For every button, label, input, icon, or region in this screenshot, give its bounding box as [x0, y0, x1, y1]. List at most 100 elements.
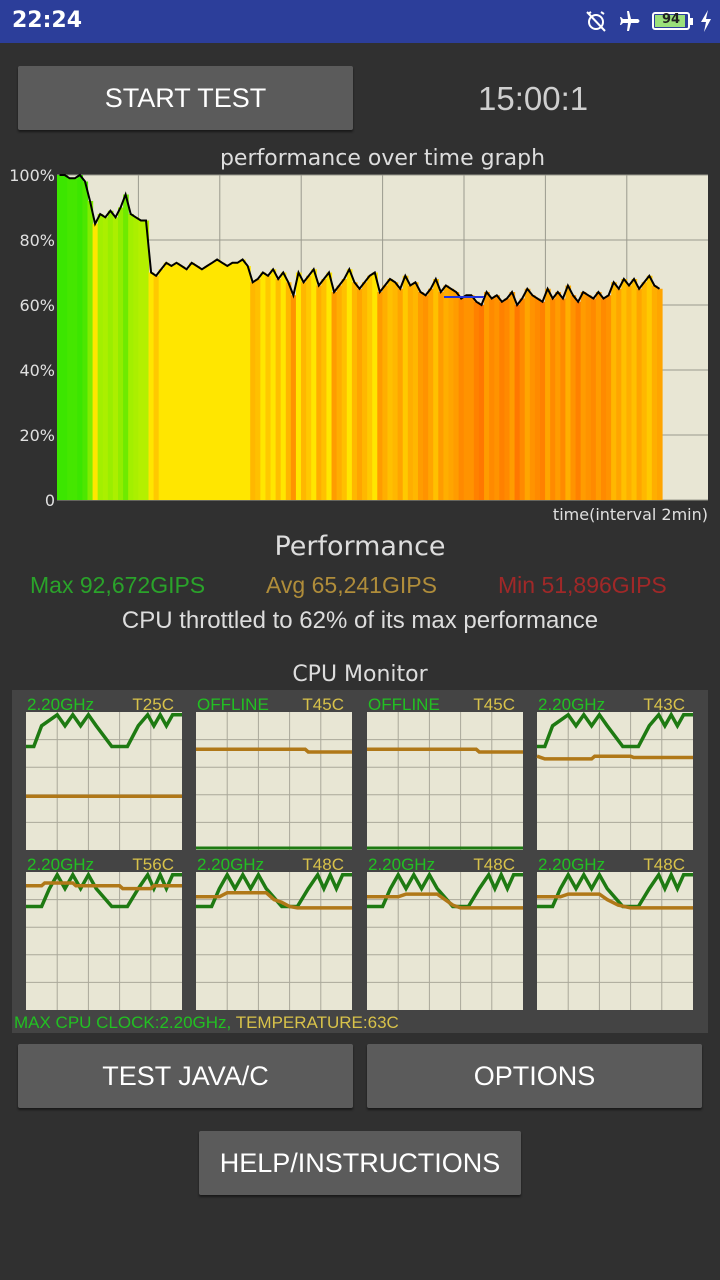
performance-bar	[489, 298, 495, 500]
performance-bar	[616, 288, 622, 500]
performance-bar	[62, 175, 68, 500]
performance-bar	[565, 285, 572, 500]
performance-bar	[372, 272, 378, 500]
performance-bar	[128, 214, 134, 500]
cpu-core-graph	[196, 712, 352, 850]
performance-bar	[484, 292, 490, 500]
cpu-core-plot	[537, 712, 693, 850]
cpu-core-graph	[196, 870, 352, 1010]
performance-bar	[107, 210, 114, 500]
cpu-core-temperature: T48C	[473, 855, 515, 874]
performance-bar	[412, 282, 419, 500]
performance-bar	[499, 301, 505, 500]
cpu-core-plot	[26, 712, 182, 850]
cpu-core-graph	[367, 870, 523, 1010]
performance-bar	[382, 285, 389, 500]
throttle-summary: CPU throttled to 62% of its max performa…	[121, 607, 599, 634]
performance-bar	[402, 275, 409, 500]
cpu-core-frequency: 2.20GHz	[27, 855, 94, 874]
airplane-icon	[620, 11, 640, 31]
cpu-core-temperature: T43C	[643, 695, 685, 714]
cpu-temp-line	[536, 754, 693, 761]
cpu-core-graph	[367, 712, 523, 850]
performance-bar	[407, 285, 414, 500]
cpu-core-graph	[26, 870, 182, 1010]
cpu-core-graph	[537, 870, 693, 1010]
performance-bar	[433, 279, 439, 500]
performance-bar	[234, 262, 241, 500]
status-time: 22:24	[12, 8, 83, 33]
performance-bar	[392, 282, 399, 500]
max-performance: Max 92,672GIPS	[30, 572, 206, 598]
y-tick-label: 80%	[19, 231, 55, 250]
cpu-core-temperature: T25C	[132, 695, 174, 714]
performance-bar	[72, 178, 78, 500]
test-java-button[interactable]: TEST JAVA/C	[18, 1044, 353, 1108]
performance-bar	[428, 288, 434, 500]
y-tick-label: 20%	[19, 426, 55, 445]
performance-bar	[92, 223, 99, 500]
performance-bar	[590, 298, 597, 500]
performance-bar	[341, 279, 348, 500]
performance-heading: Performance	[274, 531, 446, 562]
options-button[interactable]: OPTIONS	[367, 1044, 702, 1108]
performance-bar	[585, 295, 592, 500]
cpu-temp-line	[367, 747, 523, 754]
performance-bar	[524, 288, 531, 500]
alarm-off-icon	[586, 11, 606, 32]
performance-bar	[306, 275, 312, 500]
performance-bar	[575, 301, 582, 500]
performance-bar	[560, 298, 566, 500]
performance-bar	[321, 279, 328, 500]
performance-bar	[97, 214, 104, 500]
cpu-freq-line	[26, 711, 182, 749]
performance-bar	[143, 220, 150, 500]
performance-bar	[438, 292, 444, 500]
performance-bar	[494, 295, 500, 500]
y-tick-label: 100%	[9, 166, 55, 185]
cpu-core-plot	[196, 712, 352, 850]
performance-bar	[453, 292, 460, 500]
performance-bar	[112, 217, 119, 500]
performance-bar	[301, 282, 307, 500]
performance-bar	[260, 272, 267, 500]
performance-bar	[285, 282, 292, 500]
performance-bar	[621, 279, 628, 500]
performance-bar	[519, 298, 526, 500]
graph-title: performance over time graph	[219, 146, 546, 171]
cpu-core-frequency: 2.20GHz	[368, 855, 435, 874]
cpu-freq-line	[537, 711, 693, 749]
cpu-monitor-svg: 2.20GHz T25C OFFLINE T45C OFFLINE T45C 2.20GHz…	[26, 695, 693, 1010]
performance-bar	[423, 295, 429, 500]
performance-bar	[504, 298, 511, 500]
performance-bar	[651, 285, 658, 500]
cpu-core-frequency: 2.20GHz	[538, 695, 605, 714]
y-tick-label: 0	[45, 491, 55, 510]
help-instructions-button[interactable]: HELP/INSTRUCTIONS	[199, 1131, 521, 1195]
performance-bar	[133, 217, 139, 500]
start-test-button[interactable]: START TEST	[18, 66, 353, 130]
min-performance: Min 51,896GIPS	[498, 572, 667, 598]
performance-bar	[509, 292, 516, 500]
max-cpu-clock: MAX CPU CLOCK:2.20GHz,	[14, 1013, 232, 1032]
performance-bar	[209, 262, 216, 500]
cpu-monitor-footer: MAX CPU CLOCK:2.20GHz, TEMPERATURE:63C	[14, 1013, 399, 1033]
performance-bar	[580, 292, 587, 500]
performance-bar	[77, 175, 84, 500]
performance-bar	[636, 288, 643, 500]
performance-bar	[214, 259, 221, 500]
performance-bar	[351, 282, 358, 500]
performance-line	[59, 173, 661, 307]
performance-bar	[163, 262, 170, 500]
cpu-core-temperature: T45C	[302, 695, 344, 714]
performance-bar	[631, 279, 638, 500]
performance-bar	[138, 220, 145, 500]
performance-bar	[377, 292, 383, 500]
cpu-core-frequency: 2.20GHz	[27, 695, 94, 714]
y-tick-label: 60%	[19, 296, 55, 315]
performance-bar	[290, 295, 297, 500]
performance-bar	[387, 279, 394, 500]
performance-bar	[82, 181, 89, 500]
cpu-freq-line	[26, 870, 182, 909]
performance-bar	[118, 207, 124, 500]
